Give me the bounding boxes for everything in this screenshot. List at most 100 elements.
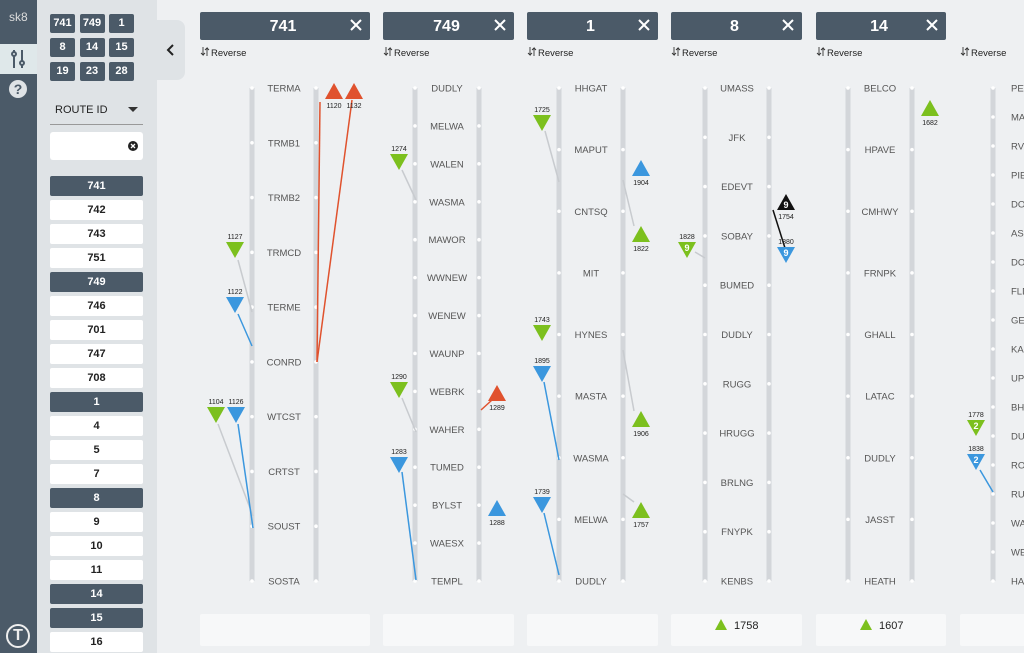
vehicle-icon[interactable] xyxy=(390,154,408,170)
vehicle-icon[interactable] xyxy=(777,247,795,263)
stop-dot xyxy=(250,86,254,90)
close-button[interactable] xyxy=(782,19,794,31)
close-button[interactable] xyxy=(494,19,506,31)
route-item[interactable]: 7 xyxy=(50,464,143,484)
close-button[interactable] xyxy=(638,19,650,31)
reverse-toggle[interactable]: Reverse xyxy=(394,48,429,59)
stop-name: UMASS xyxy=(720,84,754,95)
vehicle-icon[interactable] xyxy=(921,100,939,116)
stop-name: LATAC xyxy=(865,392,894,403)
pinned-route[interactable]: 19 xyxy=(50,62,75,81)
vehicle-icon[interactable] xyxy=(777,194,795,210)
clear-icon[interactable] xyxy=(128,141,138,151)
vehicle-label: 1288 xyxy=(489,520,505,527)
route-item[interactable]: 708 xyxy=(50,368,143,388)
vehicle-icon[interactable] xyxy=(488,500,506,516)
reverse-toggle[interactable]: Reverse xyxy=(538,48,573,59)
vehicle-icon[interactable] xyxy=(226,297,244,313)
footer-vehicle-icon xyxy=(860,619,872,630)
pinned-route[interactable]: 15 xyxy=(109,38,134,57)
stop-name: DUDLY xyxy=(864,453,896,464)
stop-dot xyxy=(703,382,707,386)
stop-dot xyxy=(314,86,318,90)
route-item[interactable]: 741 xyxy=(50,176,143,196)
vehicle-icon[interactable] xyxy=(390,382,408,398)
vehicle-icon[interactable] xyxy=(533,325,551,341)
route-item[interactable]: 747 xyxy=(50,344,143,364)
app-name: sk8 xyxy=(9,10,28,24)
help-icon[interactable]: ? xyxy=(9,80,27,98)
stop-name: GHALL xyxy=(864,330,895,341)
route-item[interactable]: 16 xyxy=(50,632,143,652)
route-item[interactable]: 10 xyxy=(50,536,143,556)
collapse-tab[interactable] xyxy=(157,20,185,80)
close-button[interactable] xyxy=(926,19,938,31)
close-icon xyxy=(494,19,506,31)
vehicle-icon[interactable] xyxy=(533,115,551,131)
pinned-route[interactable]: 1 xyxy=(109,14,134,33)
stop-dot xyxy=(991,434,995,438)
vehicle-trail xyxy=(772,209,786,249)
route-item[interactable]: 1 xyxy=(50,392,143,412)
vehicle-icon[interactable] xyxy=(226,242,244,258)
vehicle-icon[interactable] xyxy=(488,385,506,401)
route-item[interactable]: 743 xyxy=(50,224,143,244)
reverse-toggle[interactable]: Reverse xyxy=(971,48,1006,59)
route-item[interactable]: 749 xyxy=(50,272,143,292)
route-item[interactable]: 11 xyxy=(50,560,143,580)
search-box[interactable] xyxy=(50,132,143,160)
vehicle-icon[interactable] xyxy=(632,411,650,427)
vehicle-icon[interactable] xyxy=(533,497,551,513)
vehicle-icon[interactable] xyxy=(678,242,696,258)
route-item[interactable]: 9 xyxy=(50,512,143,532)
vehicle-icon[interactable] xyxy=(967,454,985,470)
pinned-route[interactable]: 23 xyxy=(79,62,105,81)
route-item[interactable]: 4 xyxy=(50,416,143,436)
pinned-route[interactable]: 741 xyxy=(50,14,75,33)
ladder-footer xyxy=(383,614,514,646)
reverse-icon xyxy=(383,46,393,57)
vehicle-icon[interactable] xyxy=(967,420,985,436)
route-item[interactable]: 701 xyxy=(50,320,143,340)
vehicle-icon[interactable] xyxy=(632,502,650,518)
pinned-route[interactable]: 8 xyxy=(50,38,75,57)
vehicle-icon[interactable] xyxy=(632,226,650,242)
active-nav[interactable] xyxy=(0,44,37,74)
reverse-icon xyxy=(527,46,537,57)
stop-dot xyxy=(621,271,625,275)
stop-dot xyxy=(314,414,318,419)
route-item[interactable]: 751 xyxy=(50,248,143,268)
pinned-route[interactable]: 28 xyxy=(109,62,134,81)
vehicle-icon[interactable] xyxy=(325,83,343,99)
stop-name: MELWA xyxy=(430,121,464,132)
reverse-toggle[interactable]: Reverse xyxy=(682,48,717,59)
vehicle-trail xyxy=(543,381,560,461)
close-button[interactable] xyxy=(350,19,362,31)
stop-name: FRNPK xyxy=(864,268,897,279)
vehicle-trail xyxy=(401,169,417,201)
vehicle-icon[interactable] xyxy=(207,407,225,423)
route-item[interactable]: 8 xyxy=(50,488,143,508)
route-item[interactable]: 15 xyxy=(50,608,143,628)
route-item[interactable]: 742 xyxy=(50,200,143,220)
vehicle-trail xyxy=(622,349,635,412)
reverse-toggle[interactable]: Reverse xyxy=(827,48,862,59)
stop-dot xyxy=(991,202,995,206)
route-item[interactable]: 746 xyxy=(50,296,143,316)
sort-select[interactable]: ROUTE ID xyxy=(50,100,143,125)
vehicle-icon[interactable] xyxy=(390,457,408,473)
route-item[interactable]: 5 xyxy=(50,440,143,460)
pinned-route[interactable]: 749 xyxy=(79,14,105,33)
run-label: 2 xyxy=(973,421,978,431)
stop-dot xyxy=(846,332,850,337)
stop-dot xyxy=(910,517,914,522)
stop-name: BH xyxy=(1011,403,1024,414)
stop-dot xyxy=(767,480,771,485)
vehicle-icon[interactable] xyxy=(632,160,650,176)
vehicle-icon[interactable] xyxy=(345,83,363,99)
vehicle-icon[interactable] xyxy=(533,366,551,382)
route-item[interactable]: 14 xyxy=(50,584,143,604)
pinned-route[interactable]: 14 xyxy=(79,38,105,57)
vehicle-icon[interactable] xyxy=(227,407,245,423)
reverse-toggle[interactable]: Reverse xyxy=(211,48,246,59)
